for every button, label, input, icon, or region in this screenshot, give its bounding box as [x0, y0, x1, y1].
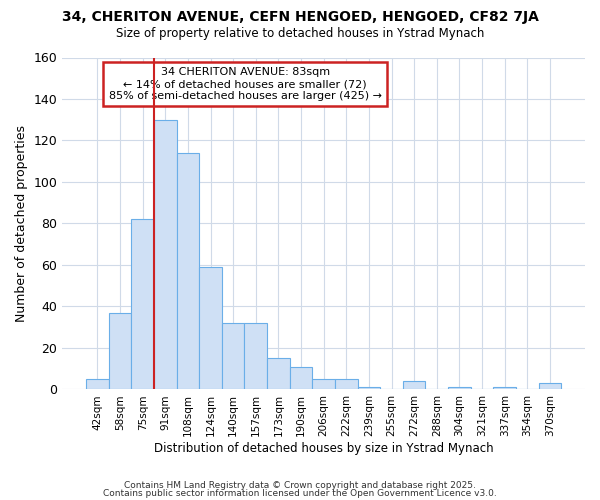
Bar: [313, 379, 335, 390]
Bar: [109, 312, 131, 390]
Bar: [244, 323, 267, 390]
Bar: [290, 366, 313, 390]
Bar: [222, 323, 244, 390]
X-axis label: Distribution of detached houses by size in Ystrad Mynach: Distribution of detached houses by size …: [154, 442, 493, 455]
Text: Contains public sector information licensed under the Open Government Licence v3: Contains public sector information licen…: [103, 488, 497, 498]
Text: Contains HM Land Registry data © Crown copyright and database right 2025.: Contains HM Land Registry data © Crown c…: [124, 481, 476, 490]
Text: 34, CHERITON AVENUE, CEFN HENGOED, HENGOED, CF82 7JA: 34, CHERITON AVENUE, CEFN HENGOED, HENGO…: [62, 10, 538, 24]
Y-axis label: Number of detached properties: Number of detached properties: [15, 125, 28, 322]
Bar: [448, 388, 471, 390]
Bar: [493, 388, 516, 390]
Bar: [358, 388, 380, 390]
Bar: [176, 153, 199, 390]
Bar: [403, 381, 425, 390]
Text: 34 CHERITON AVENUE: 83sqm
← 14% of detached houses are smaller (72)
85% of semi-: 34 CHERITON AVENUE: 83sqm ← 14% of detac…: [109, 68, 382, 100]
Bar: [267, 358, 290, 390]
Bar: [539, 383, 561, 390]
Bar: [335, 379, 358, 390]
Bar: [199, 267, 222, 390]
Text: Size of property relative to detached houses in Ystrad Mynach: Size of property relative to detached ho…: [116, 28, 484, 40]
Bar: [131, 220, 154, 390]
Bar: [154, 120, 176, 390]
Bar: [86, 379, 109, 390]
